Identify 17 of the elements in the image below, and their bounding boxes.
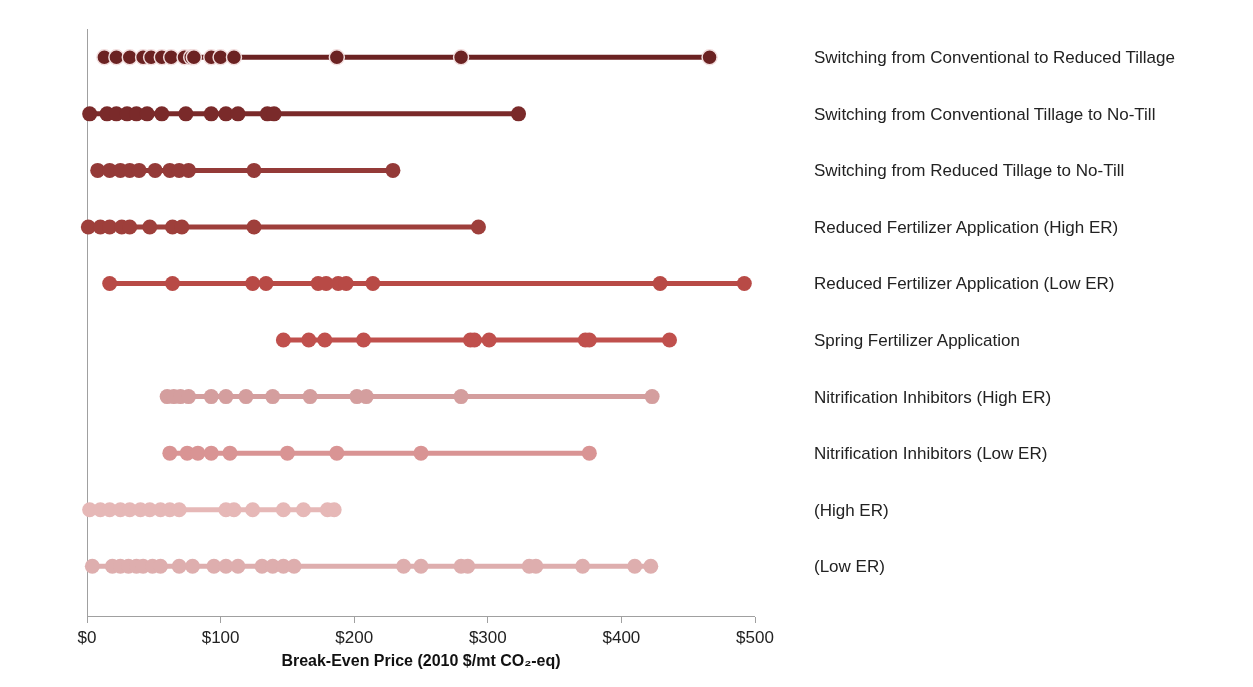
y-tick-label: Nitrification Inhibitors (Low ER) <box>814 444 1048 464</box>
x-tick-label: $100 <box>201 628 240 648</box>
y-tick-label: Reduced Fertilizer Application (High ER) <box>814 217 1119 237</box>
y-tick-label: Spring Fertilizer Application <box>814 330 1020 350</box>
y-tick-label: (High ER) <box>814 500 889 520</box>
y-tick-label: Switching from Reduced Tillage to No-Till <box>814 161 1125 181</box>
y-tick-label: (Low ER) <box>814 557 885 577</box>
y-tick-label: Reduced Fertilizer Application (Low ER) <box>814 274 1115 294</box>
x-tick-label: $200 <box>335 628 374 648</box>
x-axis-title: Break-Even Price (2010 $/mt CO₂-eq) <box>281 652 561 670</box>
x-tick-label: $300 <box>468 628 507 648</box>
x-tick-label: $500 <box>736 628 774 648</box>
x-tick-label: $400 <box>602 628 641 648</box>
y-tick-label: Switching from Conventional to Reduced Tillage <box>814 48 1175 68</box>
x-tick-label: $0 <box>77 628 97 648</box>
y-tick-label: Nitrification Inhibitors (High ER) <box>814 387 1052 407</box>
y-tick-label: Switching from Conventional Tillage to No-Till <box>814 104 1156 124</box>
